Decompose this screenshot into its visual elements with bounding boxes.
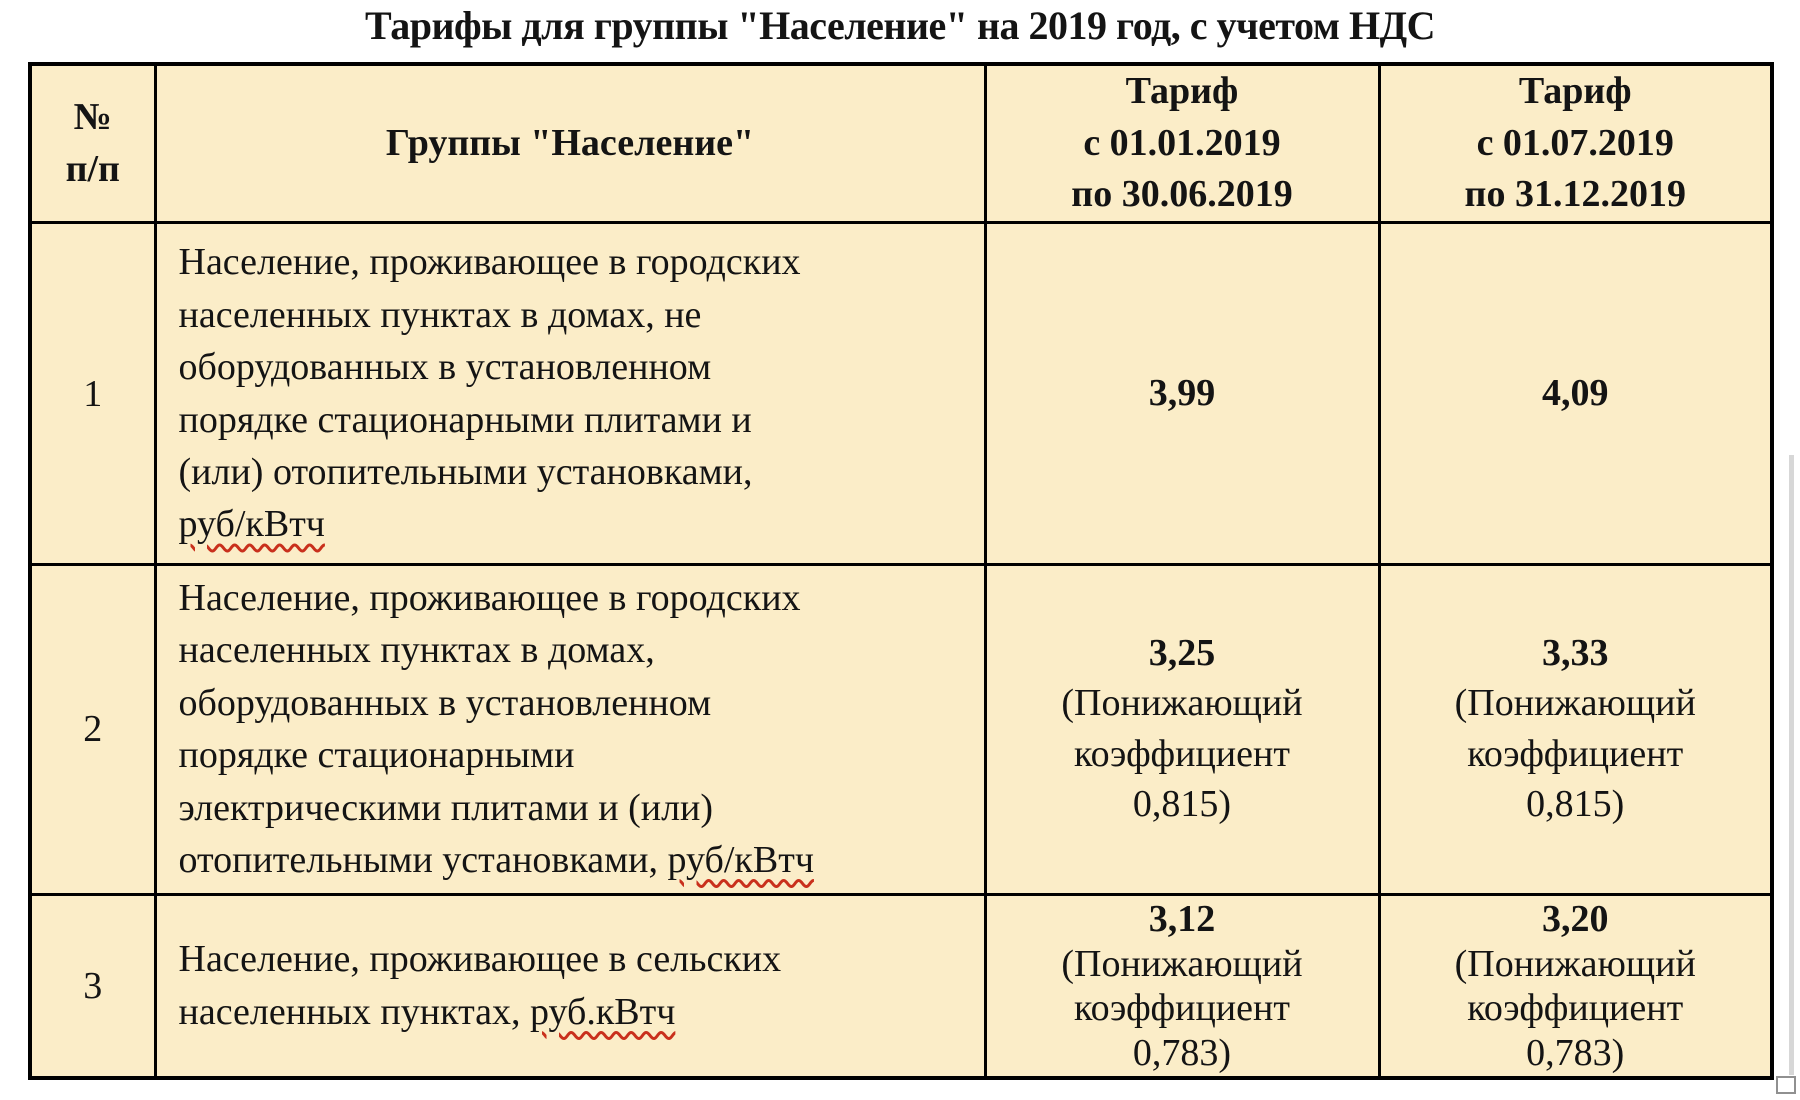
group-text: Население, проживающее в городских насел… — [178, 241, 801, 493]
unit-text: руб/кВтч — [178, 503, 325, 546]
tariff-cell-second-half: 3,20 (Понижающий коэффициент 0,783) — [1377, 892, 1774, 1080]
table-row: 2 Население, проживающее в городских нас… — [28, 563, 1774, 896]
table-resize-handle[interactable] — [1776, 1076, 1796, 1094]
header-tariff-first-half: Тариф с 01.01.2019 по 30.06.2019 — [983, 62, 1381, 225]
table-title: Тарифы для группы "Население" на 2019 го… — [365, 3, 1435, 48]
row-number: 1 — [28, 221, 157, 567]
tariff-cell-second-half: 4,09 — [1377, 221, 1774, 567]
tariff-note: (Понижающий коэффициент 0,783) — [1454, 942, 1696, 1074]
tariff-value: 3,12 — [1148, 897, 1216, 940]
tariff-note: (Понижающий коэффициент 0,815) — [1454, 682, 1696, 826]
page-edge-line — [1789, 455, 1794, 1075]
header-row: № п/п Группы "Население" Тариф с 01.01.2… — [28, 62, 1774, 225]
group-description: Население, проживающее в сельских населе… — [153, 892, 987, 1080]
tariff-cell-second-half: 3,33 (Понижающий коэффициент 0,815) — [1377, 563, 1774, 896]
group-description: Население, проживающее в городских насел… — [153, 221, 987, 567]
unit-text: руб.кВтч — [530, 990, 676, 1033]
table-row: 1 Население, проживающее в городских нас… — [28, 221, 1774, 567]
unit-text: руб/кВтч — [667, 839, 814, 882]
tariff-note: (Понижающий коэффициент 0,815) — [1061, 682, 1303, 826]
tariff-table: № п/п Группы "Население" Тариф с 01.01.2… — [28, 62, 1774, 1081]
tariff-value: 3,33 — [1542, 631, 1609, 674]
header-group: Группы "Население" — [153, 62, 987, 225]
header-tariff-second-half: Тариф с 01.07.2019 по 31.12.2019 — [1377, 62, 1774, 225]
group-text: Население, проживающее в сельских населе… — [178, 938, 782, 1033]
table-row: 3 Население, проживающее в сельских насе… — [28, 892, 1774, 1080]
tariff-value: 3,25 — [1148, 631, 1216, 674]
row-number: 3 — [28, 892, 157, 1080]
row-number: 2 — [28, 563, 157, 896]
group-text: Население, проживающее в городских насел… — [178, 577, 801, 882]
tariff-cell-first-half: 3,25 (Понижающий коэффициент 0,815) — [983, 563, 1381, 896]
tariff-note: (Понижающий коэффициент 0,783) — [1061, 942, 1303, 1074]
tariff-value: 3,20 — [1542, 897, 1609, 940]
tariff-cell-first-half: 3,99 — [983, 221, 1381, 567]
header-num: № п/п — [28, 62, 157, 225]
tariff-value: 4,09 — [1542, 371, 1609, 414]
tariff-value: 3,99 — [1148, 371, 1216, 414]
tariff-cell-first-half: 3,12 (Понижающий коэффициент 0,783) — [983, 892, 1381, 1080]
group-description: Население, проживающее в городских насел… — [153, 563, 987, 896]
